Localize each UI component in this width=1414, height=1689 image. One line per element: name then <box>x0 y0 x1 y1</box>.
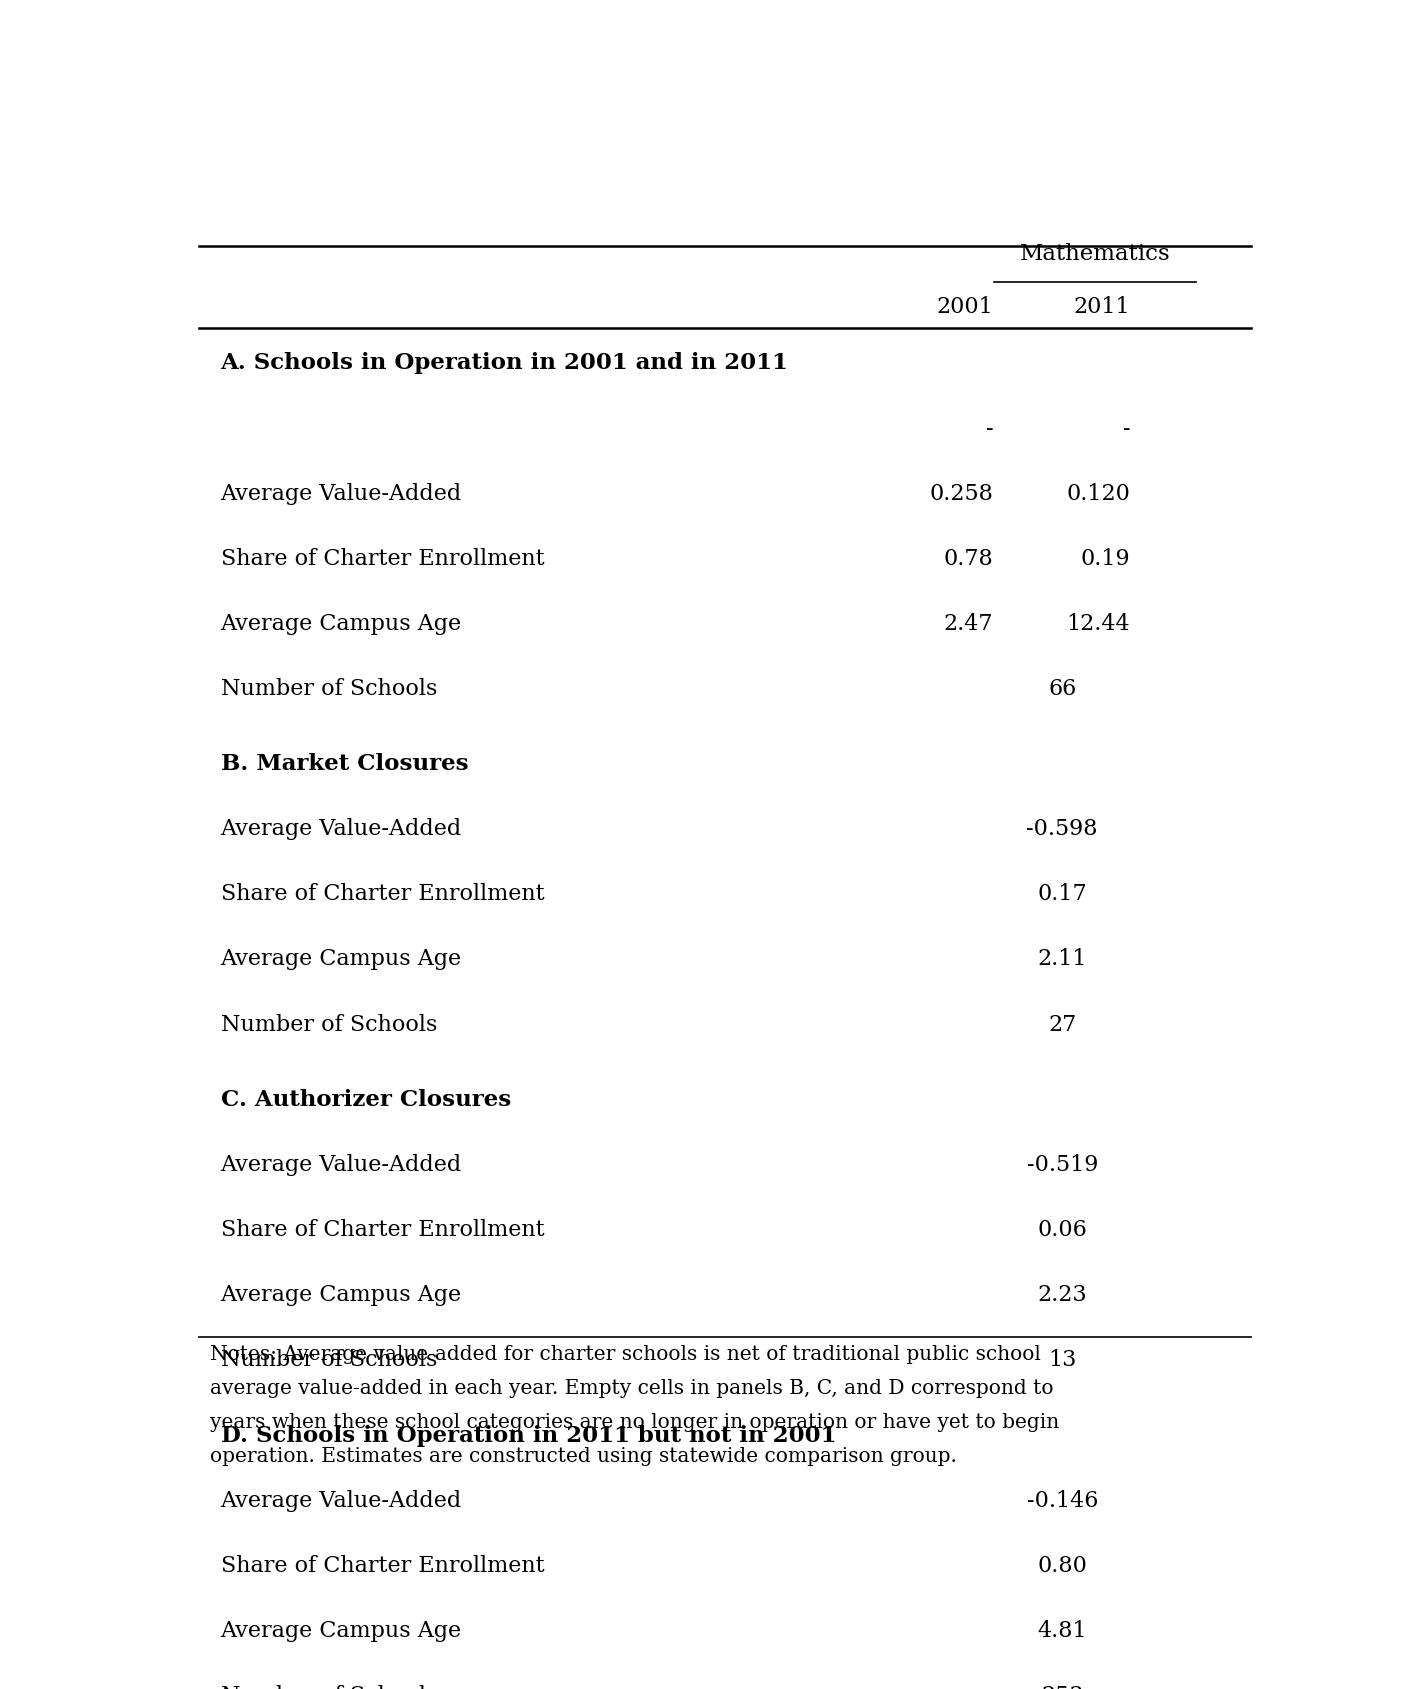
Text: average value-added in each year. Empty cells in panels B, C, and D correspond t: average value-added in each year. Empty … <box>209 1378 1053 1397</box>
Text: Average Campus Age: Average Campus Age <box>221 613 462 635</box>
Text: Average Value-Added: Average Value-Added <box>221 483 462 505</box>
Text: -: - <box>1123 417 1130 439</box>
Text: 0.78: 0.78 <box>943 547 993 569</box>
Text: -0.519: -0.519 <box>1027 1154 1097 1176</box>
Text: Share of Charter Enrollment: Share of Charter Enrollment <box>221 1218 544 1240</box>
Text: 13: 13 <box>1048 1348 1076 1370</box>
Text: -0.598: -0.598 <box>1027 817 1097 839</box>
Text: operation. Estimates are constructed using statewide comparison group.: operation. Estimates are constructed usi… <box>209 1446 956 1464</box>
Text: B. Market Closures: B. Market Closures <box>221 753 468 775</box>
Text: Average Value-Added: Average Value-Added <box>221 1154 462 1176</box>
Text: C. Authorizer Closures: C. Authorizer Closures <box>221 1088 510 1110</box>
Text: 0.80: 0.80 <box>1038 1554 1087 1576</box>
Text: Average Value-Added: Average Value-Added <box>221 817 462 839</box>
Text: -0.146: -0.146 <box>1027 1490 1097 1512</box>
Text: 66: 66 <box>1048 677 1076 699</box>
Text: 2.11: 2.11 <box>1038 948 1087 969</box>
Text: Number of Schools: Number of Schools <box>221 1348 437 1370</box>
Text: 2011: 2011 <box>1073 296 1130 318</box>
Text: Mathematics: Mathematics <box>1019 243 1171 265</box>
Text: 2001: 2001 <box>936 296 993 318</box>
Text: 0.258: 0.258 <box>929 483 993 505</box>
Text: 0.06: 0.06 <box>1038 1218 1087 1240</box>
Text: Share of Charter Enrollment: Share of Charter Enrollment <box>221 547 544 569</box>
Text: Average Campus Age: Average Campus Age <box>221 948 462 969</box>
Text: Number of Schools: Number of Schools <box>221 677 437 699</box>
Text: -: - <box>986 417 993 439</box>
Text: D. Schools in Operation in 2011 but not in 2001: D. Schools in Operation in 2011 but not … <box>221 1424 836 1446</box>
Text: 4.81: 4.81 <box>1038 1620 1087 1642</box>
Text: 2.47: 2.47 <box>943 613 993 635</box>
Text: 0.19: 0.19 <box>1080 547 1130 569</box>
Text: 12.44: 12.44 <box>1066 613 1130 635</box>
Text: Share of Charter Enrollment: Share of Charter Enrollment <box>221 883 544 905</box>
Text: Notes: Average value-added for charter schools is net of traditional public scho: Notes: Average value-added for charter s… <box>209 1344 1041 1363</box>
Text: 27: 27 <box>1048 1013 1076 1035</box>
Text: Number of Schools: Number of Schools <box>221 1684 437 1689</box>
Text: years when these school categories are no longer in operation or have yet to beg: years when these school categories are n… <box>209 1412 1059 1431</box>
Text: 0.17: 0.17 <box>1038 883 1087 905</box>
Text: Average Campus Age: Average Campus Age <box>221 1620 462 1642</box>
Text: Number of Schools: Number of Schools <box>221 1013 437 1035</box>
Text: 253: 253 <box>1041 1684 1083 1689</box>
Text: Share of Charter Enrollment: Share of Charter Enrollment <box>221 1554 544 1576</box>
Text: 2.23: 2.23 <box>1038 1284 1087 1306</box>
Text: A. Schools in Operation in 2001 and in 2011: A. Schools in Operation in 2001 and in 2… <box>221 353 789 375</box>
Text: Average Value-Added: Average Value-Added <box>221 1490 462 1512</box>
Text: Average Campus Age: Average Campus Age <box>221 1284 462 1306</box>
Text: 0.120: 0.120 <box>1066 483 1130 505</box>
